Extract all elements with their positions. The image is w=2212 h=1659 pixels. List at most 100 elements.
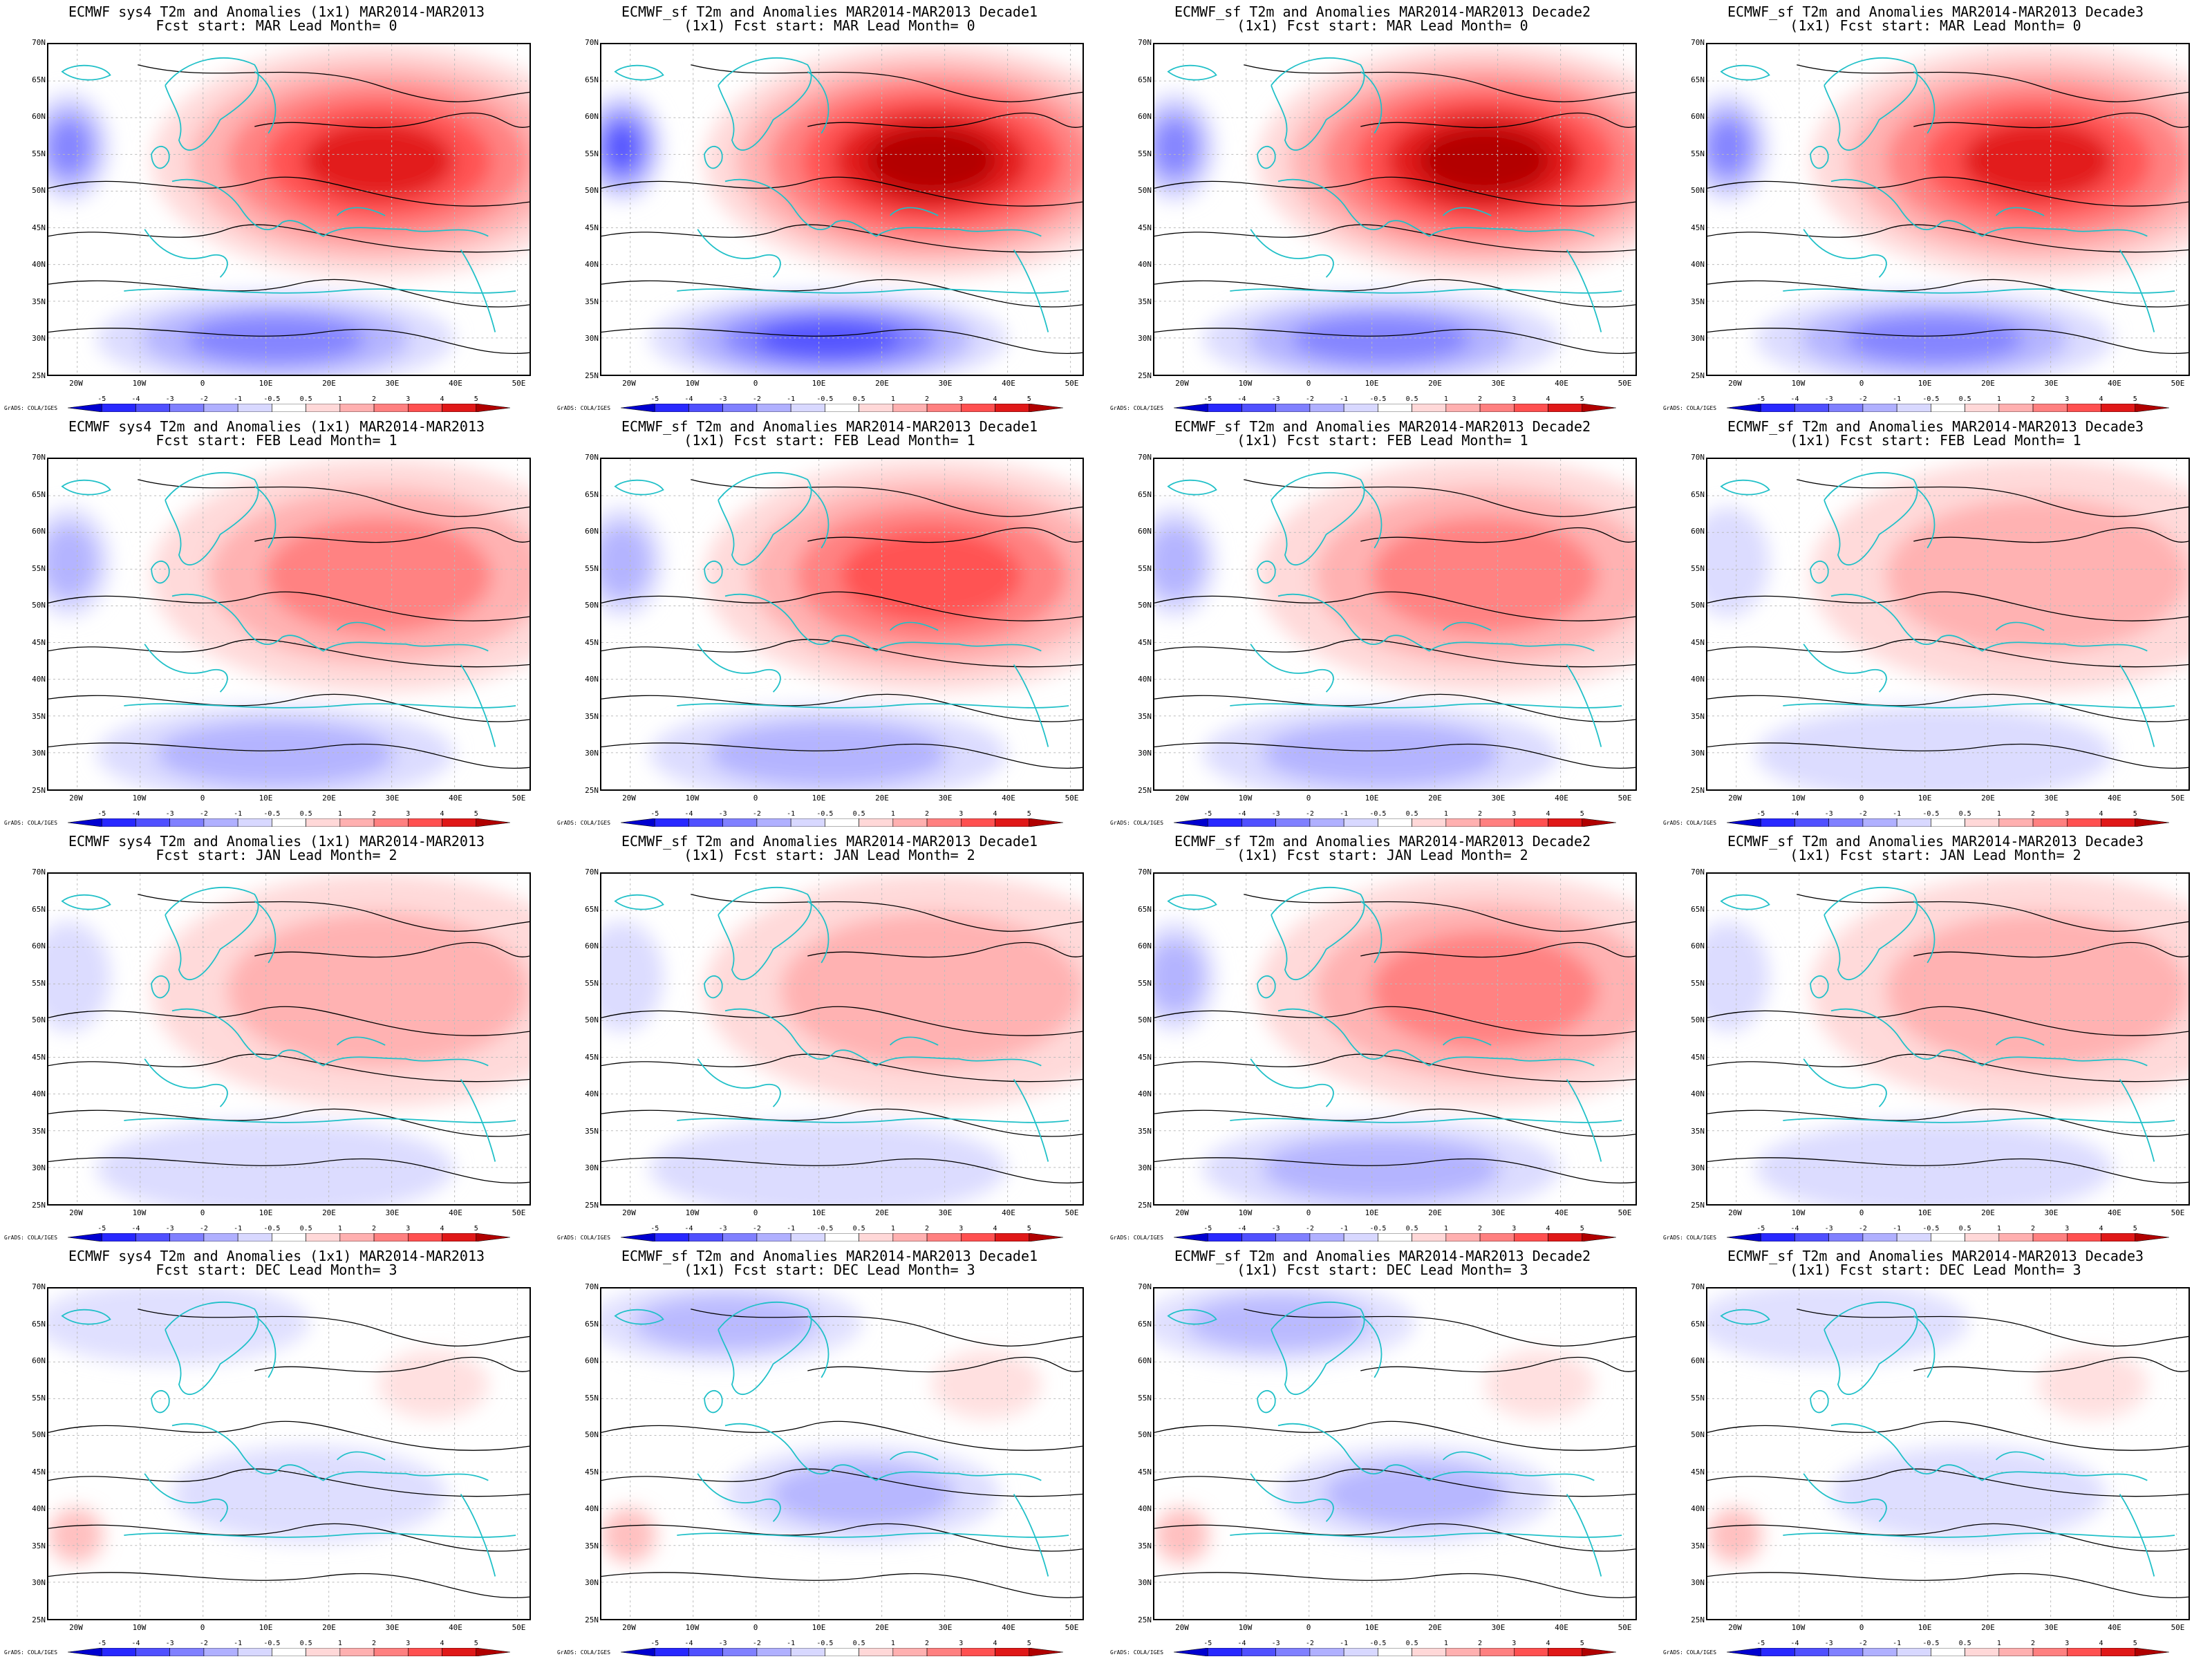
colorbar-swatch: [169, 404, 205, 412]
colorbar-tick-label: -4: [131, 1225, 140, 1232]
lat-tick-label: 65N: [1691, 75, 1705, 84]
lon-tick-label: 20W: [622, 1623, 636, 1632]
colorbar-tick-label: 0.5: [852, 395, 865, 403]
lat-tick-label: 40N: [1691, 675, 1705, 684]
colorbar-tick-label: -4: [131, 395, 140, 403]
colorbar-tick-label: -5: [650, 1225, 659, 1232]
lon-tick-label: 20W: [1728, 1623, 1742, 1632]
lat-tick-label: 70N: [1138, 453, 1152, 462]
colorbar-swatch: [825, 1648, 859, 1656]
colorbar-tick-label: 1: [1996, 395, 2001, 403]
lon-tick-label: 30E: [385, 794, 400, 803]
colorbar-tick-label: 3: [2065, 1225, 2070, 1232]
panel-title: ECMWF_sf T2m and Anomalies MAR2014-MAR20…: [1174, 3, 1591, 20]
lat-tick-label: 50N: [1138, 1430, 1152, 1440]
lat-tick-label: 65N: [32, 1319, 46, 1329]
colorbar-swatch: [722, 1648, 758, 1656]
panel-title: ECMWF_sf T2m and Anomalies MAR2014-MAR20…: [1174, 1248, 1591, 1264]
lat-tick-label: 30N: [1138, 1578, 1152, 1588]
colorbar-tick-label: 0.5: [852, 810, 865, 818]
map-panel: ECMWF_sf T2m and Anomalies MAR2014-MAR20…: [1106, 1244, 1659, 1659]
colorbar-tick-label: 3: [406, 395, 411, 403]
colorbar-swatch: [926, 818, 962, 827]
lon-tick-label: 40E: [449, 379, 462, 388]
colorbar-swatch: [476, 1648, 510, 1656]
colorbar-tick-label: 0.5: [1958, 1225, 1971, 1232]
panel-title: ECMWF_sf T2m and Anomalies MAR2014-MAR20…: [621, 418, 1038, 435]
colorbar-tick-label: 1: [1996, 810, 2001, 818]
lon-tick-label: 10E: [259, 1208, 273, 1217]
lat-tick-label: 45N: [585, 1467, 599, 1477]
temperature-contours: [1154, 479, 1635, 769]
lon-tick-label: 30E: [2044, 794, 2059, 803]
colorbar-swatch: [1998, 404, 2034, 412]
colorbar-tick-label: 0.5: [852, 1225, 865, 1232]
colorbar-swatch: [1445, 818, 1481, 827]
colorbar-tick-label: 3: [2065, 395, 2070, 403]
colorbar-swatch: [408, 404, 442, 412]
colorbar-tick-label: -3: [1271, 810, 1280, 818]
anomaly-map: [600, 1287, 1084, 1620]
colorbar-swatch: [339, 1648, 375, 1656]
temperature-contours: [48, 479, 529, 769]
colorbar-tick-label: -5: [97, 810, 106, 818]
colorbar-tick-label: -3: [1824, 810, 1833, 818]
colorbar-swatch: [2135, 404, 2169, 412]
colorbar-swatch: [2135, 818, 2169, 827]
colorbar-tick-label: -3: [718, 1640, 727, 1647]
colorbar-tick-label: -0.5: [1922, 1225, 1940, 1232]
colorbar-tick-label: 5: [1027, 1225, 1031, 1232]
colorbar-swatch: [1931, 1648, 1965, 1656]
lon-tick-label: 40E: [1555, 794, 1568, 803]
lon-tick-label: 10W: [1791, 1623, 1806, 1632]
lon-tick-label: 50E: [1065, 379, 1079, 388]
lon-tick-label: 10E: [1365, 1623, 1379, 1632]
anomaly-map: [1153, 458, 1637, 791]
lat-tick-label: 50N: [585, 601, 599, 610]
colorbar-tick-label: 4: [993, 395, 997, 403]
colorbar: [68, 1233, 510, 1241]
colorbar-swatch: [1727, 1648, 1761, 1656]
lon-tick-label: 40E: [2108, 1623, 2121, 1632]
lon-tick-label: 20E: [1981, 1208, 1995, 1217]
grads-credit: GrADS: COLA/IGES: [557, 820, 611, 826]
colorbar-swatch: [237, 818, 272, 827]
lon-tick-label: 20W: [622, 379, 636, 388]
map-panel: ECMWF_sf T2m and Anomalies MAR2014-MAR20…: [1659, 0, 2212, 415]
anomaly-shading: [1707, 459, 2188, 789]
lon-tick-label: 30E: [2044, 1208, 2059, 1217]
anomaly-map: [600, 43, 1084, 376]
colorbar-tick-label: -4: [684, 395, 693, 403]
colorbar-swatch: [237, 404, 272, 412]
lat-tick-label: 25N: [585, 371, 599, 380]
colorbar: [621, 1648, 1063, 1656]
colorbar-swatch: [654, 1648, 689, 1656]
lat-tick-label: 40N: [1691, 260, 1705, 270]
coastline: [1720, 472, 2175, 747]
colorbar-swatch: [135, 1233, 170, 1241]
colorbar-tick-label: 0.5: [1405, 395, 1418, 403]
anomaly-shading: [1154, 459, 1635, 789]
lat-tick-label: 50N: [1691, 1015, 1705, 1025]
colorbar-swatch: [1582, 1648, 1616, 1656]
colorbar-swatch: [373, 1233, 409, 1241]
colorbar-tick-label: -5: [650, 1640, 659, 1647]
lon-tick-label: 0: [1859, 1623, 1864, 1632]
lat-tick-label: 60N: [585, 941, 599, 951]
lat-tick-label: 45N: [1691, 1467, 1705, 1477]
colorbar-swatch: [1479, 1233, 1515, 1241]
colorbar-tick-label: 3: [2065, 810, 2070, 818]
colorbar-swatch: [961, 1648, 995, 1656]
colorbar-swatch: [961, 1233, 995, 1241]
grads-credit: GrADS: COLA/IGES: [4, 1235, 58, 1241]
colorbar-tick-label: -5: [97, 1640, 106, 1647]
colorbar-swatch: [2101, 1648, 2136, 1656]
lat-tick-label: 35N: [585, 297, 599, 306]
colorbar-swatch: [272, 1233, 306, 1241]
lon-tick-label: 0: [200, 1623, 205, 1632]
colorbar-swatch: [373, 404, 409, 412]
colorbar-swatch: [790, 818, 825, 827]
lat-tick-label: 45N: [585, 1052, 599, 1062]
lon-tick-label: 0: [753, 1623, 758, 1632]
map-panel: ECMWF_sf T2m and Anomalies MAR2014-MAR20…: [553, 0, 1106, 415]
